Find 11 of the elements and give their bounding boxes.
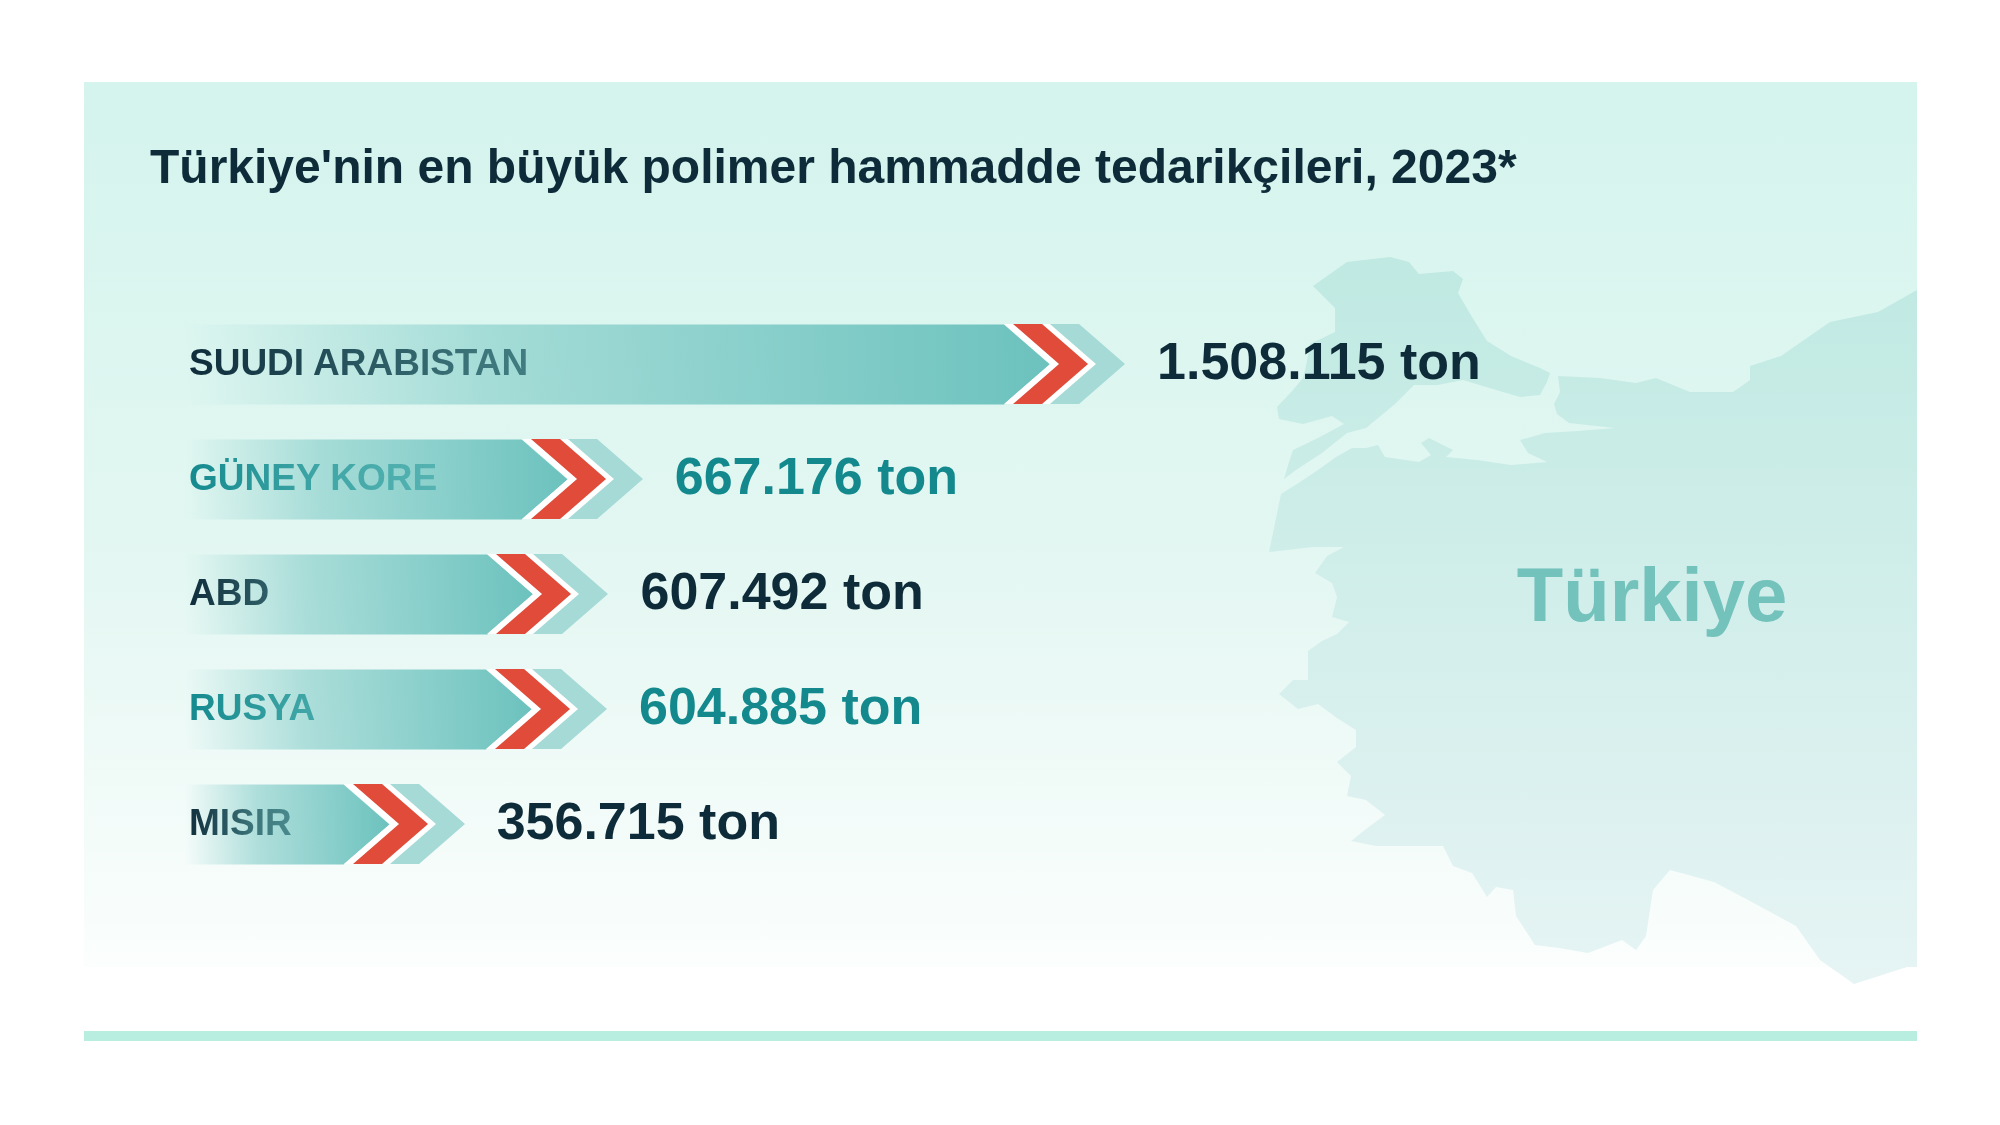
y-tick-label: ABD xyxy=(189,571,270,613)
data-label: 356.715 ton xyxy=(496,791,780,850)
data-label: 607.492 ton xyxy=(640,561,924,620)
text: Türkiye xyxy=(1516,551,1788,637)
data-label: 667.176 ton xyxy=(674,446,958,505)
chart-title: Türkiye'nin en büyük polimer hammadde tedarikçileri, 2023* xyxy=(150,140,1517,194)
y-tick-label: GÜNEY KORE xyxy=(189,456,438,498)
y-tick-label: SUUDI ARABISTAN xyxy=(189,341,529,383)
y-tick-label: RUSYA xyxy=(189,686,316,728)
data-label: 1.508.115 ton xyxy=(1157,331,1481,390)
data-label: 604.885 ton xyxy=(638,676,923,735)
